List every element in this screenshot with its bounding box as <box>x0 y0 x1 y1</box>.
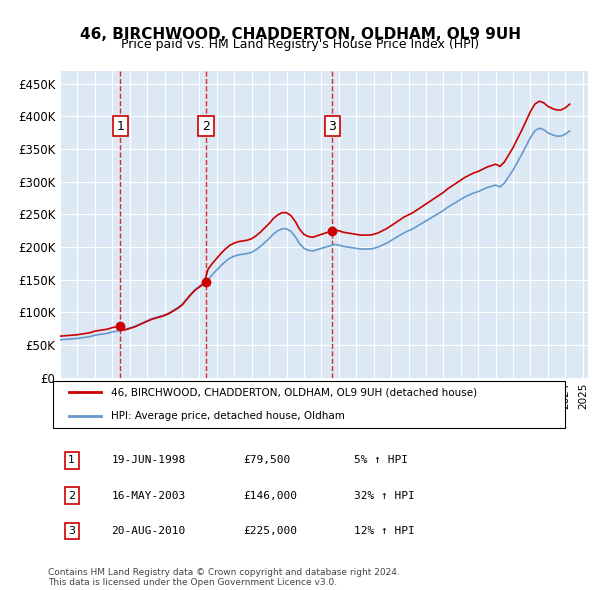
Text: 19-JUN-1998: 19-JUN-1998 <box>112 455 185 465</box>
Text: 3: 3 <box>68 526 75 536</box>
Text: 32% ↑ HPI: 32% ↑ HPI <box>354 491 415 500</box>
Text: £79,500: £79,500 <box>244 455 290 465</box>
Text: 46, BIRCHWOOD, CHADDERTON, OLDHAM, OL9 9UH (detached house): 46, BIRCHWOOD, CHADDERTON, OLDHAM, OL9 9… <box>112 388 478 398</box>
Text: Contains HM Land Registry data © Crown copyright and database right 2024.
This d: Contains HM Land Registry data © Crown c… <box>48 568 400 587</box>
Text: 2: 2 <box>202 120 210 133</box>
Text: 20-AUG-2010: 20-AUG-2010 <box>112 526 185 536</box>
Text: 1: 1 <box>116 120 124 133</box>
Text: 2: 2 <box>68 491 76 500</box>
Text: HPI: Average price, detached house, Oldham: HPI: Average price, detached house, Oldh… <box>112 411 345 421</box>
Text: Price paid vs. HM Land Registry's House Price Index (HPI): Price paid vs. HM Land Registry's House … <box>121 38 479 51</box>
Text: £146,000: £146,000 <box>244 491 298 500</box>
Text: 46, BIRCHWOOD, CHADDERTON, OLDHAM, OL9 9UH: 46, BIRCHWOOD, CHADDERTON, OLDHAM, OL9 9… <box>79 27 521 41</box>
FancyBboxPatch shape <box>53 381 565 428</box>
Text: 16-MAY-2003: 16-MAY-2003 <box>112 491 185 500</box>
Text: 5% ↑ HPI: 5% ↑ HPI <box>354 455 408 465</box>
Text: £225,000: £225,000 <box>244 526 298 536</box>
Text: 3: 3 <box>328 120 337 133</box>
Text: 1: 1 <box>68 455 75 465</box>
Text: 12% ↑ HPI: 12% ↑ HPI <box>354 526 415 536</box>
